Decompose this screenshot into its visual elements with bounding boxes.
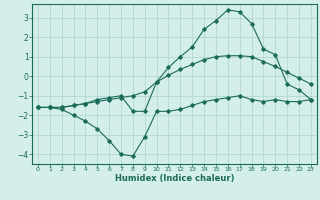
X-axis label: Humidex (Indice chaleur): Humidex (Indice chaleur) bbox=[115, 174, 234, 183]
